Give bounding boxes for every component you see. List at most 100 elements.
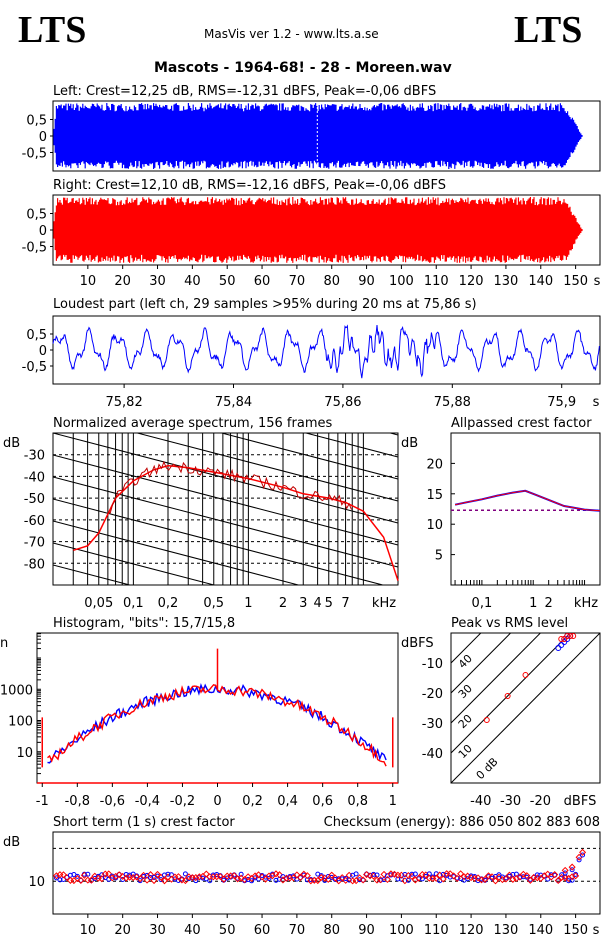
pvr-point-right	[561, 636, 568, 642]
logo-right: LTS	[514, 9, 583, 51]
right-xtick-label: 50	[219, 274, 236, 289]
shortterm-point-right	[457, 870, 465, 878]
histogram-curve-left	[47, 682, 387, 764]
right-xtick-label: 30	[149, 274, 166, 289]
histogram-title: Histogram, "bits": 15,7/15,8	[53, 616, 235, 631]
shortterm-point-right	[328, 871, 336, 879]
shortterm-xtick-label: 150	[563, 923, 588, 938]
pvr-point-right	[504, 693, 511, 699]
right-xtick-label: 110	[424, 274, 449, 289]
shortterm-point-right	[303, 872, 311, 880]
shortterm-point-right	[554, 876, 562, 885]
spectrum-ytick-label: -60	[24, 514, 45, 529]
shortterm-point-left	[249, 878, 255, 884]
spectrum-slope-line	[53, 433, 398, 524]
loudest-xtick-label: 75,88	[434, 395, 471, 410]
shortterm-xtick-label: 50	[219, 923, 236, 938]
histogram-ytick-label: 10	[16, 746, 33, 761]
pvr-diagonal	[451, 633, 571, 754]
shortterm-point-right	[147, 871, 155, 879]
loudest-frame	[52, 315, 601, 385]
left-ytick-label: -0,5	[22, 147, 47, 162]
shortterm-point-right	[572, 872, 580, 880]
pvr-diagonal	[451, 633, 600, 783]
pvr-point-right	[558, 636, 565, 642]
shortterm-point-left	[85, 871, 91, 877]
pvr-point-right	[522, 672, 529, 678]
shortterm-point-left	[193, 878, 199, 884]
left-title: Left: Crest=12,25 dB, RMS=-12,31 dBFS, P…	[53, 84, 436, 99]
pvr-point-right	[570, 633, 577, 639]
shortterm-ylabel: dB	[3, 835, 20, 850]
spectrum-ytick-label: -50	[24, 492, 45, 507]
right-xtick-label: 100	[389, 274, 414, 289]
shortterm-point-left	[353, 871, 359, 877]
spectrum-xtick-label: 3	[299, 596, 307, 611]
shortterm-xtick-label: 90	[358, 923, 375, 938]
allpass-ytick-label: 20	[426, 457, 443, 472]
pvr-ytick-label: -40	[422, 747, 443, 762]
shortterm-xtick-label: 110	[424, 923, 449, 938]
shortterm-point-left	[92, 875, 98, 881]
pvr-ytick-label: -10	[422, 657, 443, 672]
spectrum-xtick-label: 0,1	[123, 596, 144, 611]
shortterm-point-right	[345, 871, 353, 879]
spectrum-xtick-label: 0,05	[84, 596, 113, 611]
shortterm-point-right	[551, 871, 559, 879]
shortterm-ytick-label: 10	[28, 875, 45, 890]
left-ytick-label: 0	[39, 130, 47, 145]
pvr-point-left	[555, 645, 562, 651]
pvr-point-left	[558, 642, 565, 648]
shortterm-point-left	[318, 873, 324, 879]
spectrum-slope-line	[53, 542, 216, 585]
pvr-diagonal	[451, 633, 511, 694]
loudest-ytick-label: -0,5	[22, 360, 47, 375]
allpass-xtick-label: 1	[529, 596, 537, 611]
spectrum-ytick-label: -80	[24, 557, 45, 572]
spectrum-slope-line	[135, 433, 398, 502]
right-signal	[53, 197, 583, 263]
spectrum-ytick-label: -30	[24, 449, 45, 464]
shortterm-point-right	[561, 866, 569, 874]
shortterm-point-left	[207, 878, 213, 884]
spectrum-xtick-label: 4	[313, 596, 321, 611]
right-ytick-label: 0,5	[26, 208, 47, 223]
shortterm-point-right	[481, 875, 489, 883]
right-title: Right: Crest=12,10 dB, RMS=-12,16 dBFS, …	[53, 178, 446, 193]
pvr-title: Peak vs RMS level	[451, 616, 568, 631]
shortterm-xtick-label: 120	[459, 923, 484, 938]
pvr-xunit: dBFS	[564, 794, 597, 809]
right-xtick-label: 40	[184, 274, 201, 289]
shortterm-xtick-label: 70	[289, 923, 306, 938]
shortterm-point-left	[182, 871, 188, 877]
spectrum-slope-lines	[53, 301, 398, 585]
shortterm-point-left	[562, 870, 568, 876]
allpass-ytick-label: 15	[426, 488, 443, 503]
shortterm-xunit: s	[593, 923, 600, 938]
app-title: MasVis ver 1.2 - www.lts.a.se	[204, 27, 379, 41]
pvr-point-right	[483, 717, 490, 723]
shortterm-point-right	[523, 872, 531, 880]
shortterm-xtick-label: 30	[149, 923, 166, 938]
shortterm-point-left	[569, 867, 575, 873]
histogram-xtick-label: 1	[389, 794, 397, 809]
shortterm-point-left	[580, 852, 586, 858]
shortterm-xtick-label: 140	[528, 923, 553, 938]
right-xtick-label: 150	[563, 274, 588, 289]
spectrum-slope-line	[53, 498, 385, 585]
spectrum-slope-line	[53, 301, 398, 391]
pvr-xtick-label: -40	[470, 794, 491, 809]
histogram-ylabel: n	[0, 636, 8, 651]
loudest-xtick-label: 75,82	[106, 395, 143, 410]
histogram-xtick-label: 0,8	[347, 794, 368, 809]
shortterm-point-right	[77, 876, 85, 884]
right-xtick-label: 20	[114, 274, 131, 289]
right-ytick-label: 0	[39, 224, 47, 239]
shortterm-point-left	[78, 877, 84, 883]
histogram-xtick-label: 0,4	[277, 794, 298, 809]
histogram-ytick-label: 100	[8, 715, 33, 730]
shortterm-point-left	[74, 873, 80, 879]
shortterm-point-right	[314, 877, 322, 885]
shortterm-point-right	[153, 870, 162, 878]
shortterm-xtick-label: 10	[80, 923, 97, 938]
